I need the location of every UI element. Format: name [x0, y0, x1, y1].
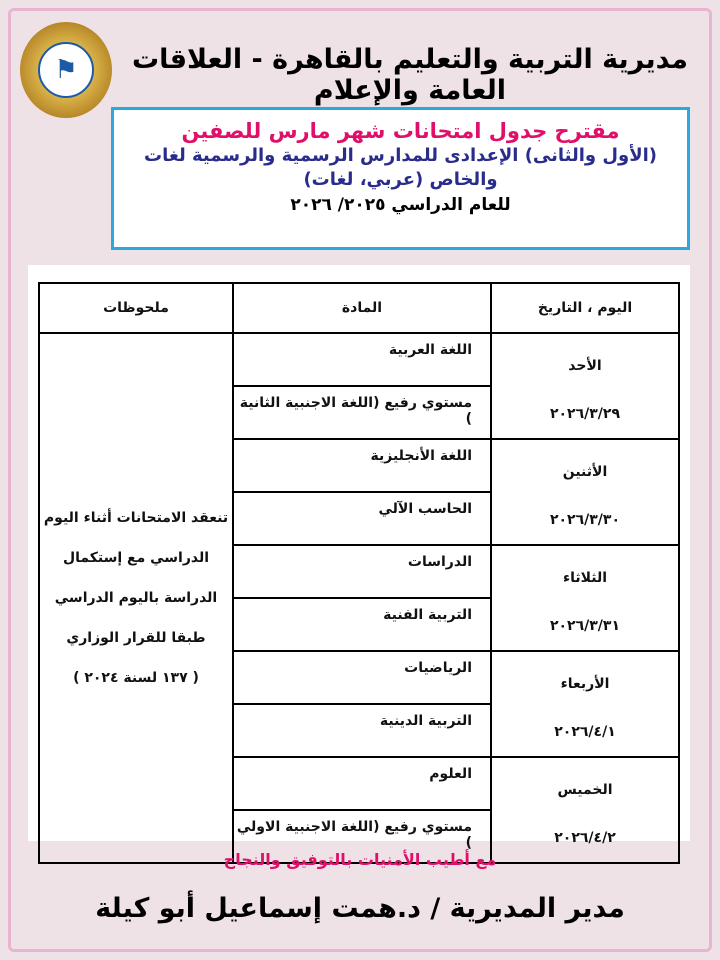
notes-cell: تنعقد الامتحانات أثناء اليوم الدراسي مع إ…: [38, 332, 234, 864]
subject-cell: مستوي رفيع (اللغة الاجنبية الاولي ): [232, 809, 492, 864]
table-row: الأربعاء ٢٠٢٦/٤/١ الرياضيات: [39, 650, 680, 758]
table-row: التربية الفنية: [39, 597, 679, 652]
note-line: تنعقد الامتحانات أثناء اليوم: [43, 510, 229, 526]
day: الأحد: [568, 358, 602, 374]
day-date-cell: الخميس ٢٠٢٦/٤/٢: [490, 756, 680, 864]
date: ٢٠٢٦/٤/٢: [554, 830, 616, 846]
subject-cell: الحاسب الآلي: [232, 491, 492, 546]
day-date-cell: الثلاثاء ٢٠٢٦/٣/٣١: [490, 544, 680, 652]
table-row: الثلاثاء ٢٠٢٦/٣/٣١ الدراسات: [39, 544, 680, 652]
table-row: الحاسب الآلي: [39, 491, 679, 546]
subject-cell: التربية الدينية: [232, 703, 492, 758]
day-date-cell: الأربعاء ٢٠٢٦/٤/١: [490, 650, 680, 758]
table-row: التربية الدينية: [39, 703, 679, 758]
subject-cell: اللغة الأنجليزية: [232, 438, 492, 493]
page-border: [8, 8, 712, 952]
signature: مدير المديرية / د.همت إسماعيل أبو كيلة: [95, 893, 625, 924]
note-line: ( ١٣٧ لسنة ٢٠٢٤ ): [73, 670, 199, 686]
book-tower-icon: ⚑: [38, 42, 94, 98]
day-date-cell: الأحد ٢٠٢٦/٣/٢٩: [490, 332, 680, 440]
subject-cell: الرياضيات: [232, 650, 492, 705]
header-date: اليوم ، التاريخ: [490, 282, 680, 334]
day: الثلاثاء: [562, 570, 608, 586]
best-wishes: مع أطيب الأمنيات بالتوفيق والنجاح: [223, 850, 497, 869]
note-line: الدراسة باليوم الدراسي: [54, 590, 218, 606]
date: ٢٠٢٦/٣/٣٠: [549, 512, 621, 528]
header-subject: المادة: [232, 282, 492, 334]
day: الخميس: [557, 782, 613, 798]
title-box: مقترح جدول امتحانات شهر مارس للصفين (الأ…: [111, 107, 690, 250]
note-line: الدراسي مع إستكمال: [62, 550, 210, 566]
title-line-3: والخاص (عربي، لغات): [303, 169, 498, 190]
exam-schedule-table: اليوم ، التاريخ المادة ملحوظات الأحد ٢٠٢٦…: [38, 282, 680, 864]
directorate-logo: ⚑: [20, 22, 112, 118]
academic-year: للعام الدراسي ٢٠٢٥/ ٢٠٢٦: [290, 195, 511, 215]
table-row: الخميس ٢٠٢٦/٤/٢ العلوم: [39, 756, 680, 864]
subject-cell: العلوم: [232, 756, 492, 811]
subject-cell: مستوي رفيع (اللغة الاجنبية الثانية ): [232, 385, 492, 440]
table-row: الأحد ٢٠٢٦/٣/٢٩ اللغة العربية تنعقد الامتحا…: [38, 332, 680, 864]
subject-cell: التربية الفنية: [232, 597, 492, 652]
table-row: مستوي رفيع (اللغة الاجنبية الاولي ): [39, 809, 679, 864]
subject-cell: الدراسات: [232, 544, 492, 599]
note-line: طبقا للقرار الوزاري: [66, 630, 206, 646]
header-notes: ملحوظات: [38, 282, 234, 334]
date: ٢٠٢٦/٣/٣١: [549, 618, 621, 634]
date: ٢٠٢٦/٤/١: [554, 724, 616, 740]
table-header-row: اليوم ، التاريخ المادة ملحوظات: [38, 282, 680, 334]
day: الأربعاء: [560, 676, 610, 692]
table-row: الأثنين ٢٠٢٦/٣/٣٠ اللغة الأنجليزية: [39, 438, 680, 546]
day: الأثنين: [562, 464, 608, 480]
schedule-panel: اليوم ، التاريخ المادة ملحوظات الأحد ٢٠٢٦…: [28, 265, 690, 864]
table-row: مستوي رفيع (اللغة الاجنبية الثانية ): [39, 385, 679, 440]
subject-cell: اللغة العربية: [232, 332, 492, 387]
day-date-cell: الأثنين ٢٠٢٦/٣/٣٠: [490, 438, 680, 546]
title-line-1: مقترح جدول امتحانات شهر مارس للصفين: [181, 119, 620, 143]
header-title: مديرية التربية والتعليم بالقاهرة - العلا…: [132, 44, 688, 106]
title-line-2: (الأول والثانى) الإعدادى للمدارس الرسمية…: [143, 145, 657, 166]
date: ٢٠٢٦/٣/٢٩: [549, 406, 621, 422]
